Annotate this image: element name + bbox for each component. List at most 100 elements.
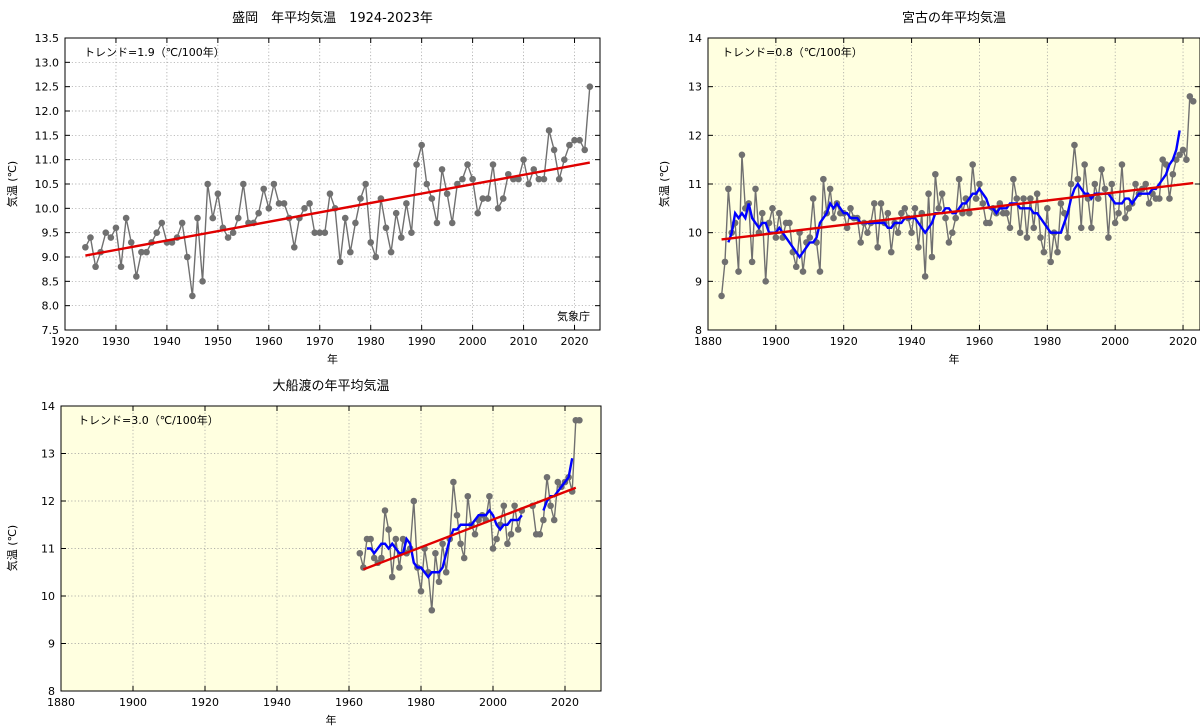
annual-point xyxy=(540,516,547,524)
source-credit: 気象庁 xyxy=(557,309,590,323)
annual-point xyxy=(520,156,527,163)
annual-point xyxy=(752,185,759,193)
annual-point xyxy=(908,229,915,236)
annual-point xyxy=(1027,195,1034,202)
trend-line xyxy=(362,486,577,571)
chart-miyako: 1880 1900 1920 1940 1960 1980 2000 2020 8 9 10 11 12… xyxy=(657,10,1200,366)
annual-point xyxy=(1037,234,1044,241)
annual-point xyxy=(530,166,538,173)
annual-point xyxy=(280,200,288,207)
annual-point xyxy=(410,497,418,505)
annual-point xyxy=(894,229,902,236)
annual-point xyxy=(311,229,318,236)
y-tick-label: 12.0 xyxy=(35,105,60,118)
annual-point xyxy=(586,83,594,90)
annual-point xyxy=(1077,224,1085,232)
x-tick-label: 1980 xyxy=(407,696,435,709)
annual-point xyxy=(1010,175,1017,183)
annual-point xyxy=(1006,224,1014,232)
annual-point xyxy=(127,239,135,246)
annual-point xyxy=(486,492,493,500)
y-tick-label: 11.5 xyxy=(35,129,60,142)
y-tick-label: 8 xyxy=(48,685,55,698)
annual-point xyxy=(581,146,589,154)
annual-point xyxy=(830,214,837,222)
annual-point xyxy=(1030,224,1038,232)
annual-point xyxy=(921,273,929,280)
annual-point xyxy=(399,535,407,543)
annual-point xyxy=(418,141,425,149)
annual-point xyxy=(1115,209,1122,217)
annual-point xyxy=(143,248,150,256)
annual-point xyxy=(911,205,919,212)
annual-point xyxy=(270,180,278,188)
plot-area xyxy=(65,38,600,330)
annual-point xyxy=(500,502,508,510)
annual-point xyxy=(806,234,814,241)
annual-point xyxy=(864,229,871,236)
annual-point xyxy=(189,292,196,300)
annual-point xyxy=(799,268,807,275)
annual-point xyxy=(543,473,551,481)
annual-point xyxy=(183,253,191,261)
annual-point xyxy=(471,530,479,538)
annual-point xyxy=(459,175,466,183)
annual-point xyxy=(1125,205,1133,212)
annual-point xyxy=(370,554,378,562)
annual-point xyxy=(433,219,441,227)
annual-point xyxy=(969,161,976,168)
x-tick-label: 1990 xyxy=(408,335,436,348)
annual-point xyxy=(1176,151,1183,159)
annual-point xyxy=(1118,161,1126,168)
annual-point xyxy=(1081,161,1088,168)
trend-annotation: トレンド=3.0（℃/100年） xyxy=(78,413,219,427)
annual-point xyxy=(372,253,380,261)
annual-point xyxy=(1186,93,1194,100)
annual-point xyxy=(1067,180,1075,188)
annual-point xyxy=(107,234,115,241)
annual-point xyxy=(178,219,186,227)
annual-point xyxy=(769,205,776,212)
annual-point xyxy=(408,229,415,236)
annual-point xyxy=(326,190,334,198)
annual-point xyxy=(316,229,324,236)
annual-point xyxy=(378,554,385,562)
annual-point xyxy=(898,209,905,217)
annual-point xyxy=(735,268,742,275)
annual-point xyxy=(392,209,400,217)
annual-point xyxy=(122,214,130,222)
annual-point xyxy=(484,195,492,202)
x-axis-label: 年 xyxy=(949,352,960,366)
annual-point xyxy=(435,578,443,586)
annual-point xyxy=(535,175,543,183)
annual-point xyxy=(214,190,222,198)
annual-point xyxy=(942,214,949,222)
annual-point xyxy=(1142,180,1150,188)
plot-frame xyxy=(64,37,601,331)
annual-point xyxy=(555,175,563,183)
x-tick-label: 1940 xyxy=(263,696,291,709)
y-tick-label: 13 xyxy=(41,448,55,461)
annual-point xyxy=(792,263,800,271)
annual-point xyxy=(554,478,562,486)
annual-point xyxy=(82,243,89,251)
x-tick-label: 1920 xyxy=(830,335,858,348)
annual-point xyxy=(843,224,851,232)
annual-point xyxy=(367,239,375,246)
annual-point xyxy=(438,166,446,173)
chart-ofunato: 1880 1900 1920 1940 1960 1980 2000 2020 8 9 10 11 12… xyxy=(5,378,602,726)
x-tick-label: 2000 xyxy=(1101,335,1129,348)
annual-point xyxy=(260,185,268,193)
y-tick-label: 9 xyxy=(695,275,702,288)
x-tick-label: 1950 xyxy=(204,335,232,348)
annual-point xyxy=(428,195,436,202)
annual-point xyxy=(138,248,145,256)
annual-point xyxy=(986,219,993,227)
annual-point xyxy=(474,209,482,217)
plot-frame xyxy=(707,37,1200,331)
annual-point xyxy=(1064,234,1071,241)
annual-point xyxy=(204,180,211,188)
annual-point xyxy=(240,180,247,188)
x-tick-label: 2020 xyxy=(561,335,589,348)
